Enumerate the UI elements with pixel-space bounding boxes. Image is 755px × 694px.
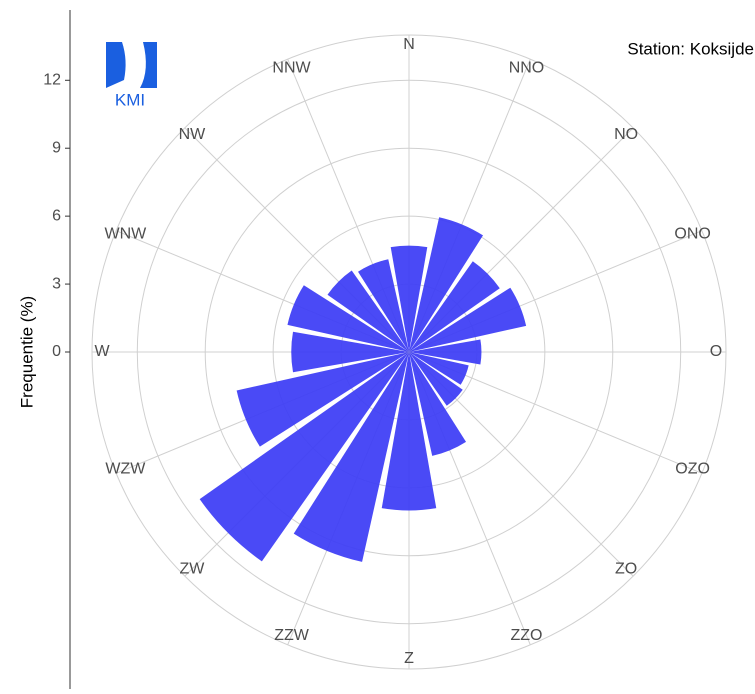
logo-text: KMI	[115, 90, 145, 109]
direction-label: WNW	[104, 226, 147, 243]
bar	[291, 331, 409, 373]
bar	[409, 352, 467, 456]
bar	[409, 352, 469, 385]
direction-label: ZZW	[274, 627, 310, 644]
y-tick-label: 12	[43, 72, 61, 89]
bar	[287, 285, 409, 352]
y-axis-label: Frequentie (%)	[17, 296, 36, 408]
y-tick-label: 0	[52, 343, 61, 360]
bar	[327, 270, 409, 352]
bar	[409, 352, 463, 406]
bar	[293, 352, 409, 562]
direction-label: W	[94, 343, 110, 360]
direction-label: NNW	[272, 60, 311, 77]
direction-label: NW	[179, 126, 207, 143]
bar	[199, 352, 409, 562]
direction-label: ONO	[674, 226, 710, 243]
chart-title: Station: Koksijde	[627, 39, 754, 58]
direction-label: Z	[404, 650, 414, 667]
bar	[409, 217, 484, 352]
bar	[381, 352, 437, 511]
direction-label: OZO	[675, 461, 710, 478]
direction-label: ZZO	[510, 627, 542, 644]
bar	[358, 259, 409, 352]
bar	[236, 352, 409, 447]
y-tick-label: 6	[52, 207, 61, 224]
y-tick-label: 9	[52, 139, 61, 156]
kmi-logo: KMI	[106, 42, 157, 109]
bar	[390, 245, 428, 352]
bar	[409, 339, 482, 365]
direction-label: N	[403, 36, 415, 53]
bar	[409, 287, 527, 352]
direction-label: ZW	[179, 560, 205, 577]
direction-label: ZO	[615, 560, 637, 577]
direction-label: WZW	[105, 461, 146, 478]
bar	[409, 261, 500, 352]
direction-label: NNO	[509, 60, 545, 77]
direction-label: NO	[614, 126, 638, 143]
y-tick-label: 3	[52, 275, 61, 292]
direction-label: O	[710, 343, 722, 360]
